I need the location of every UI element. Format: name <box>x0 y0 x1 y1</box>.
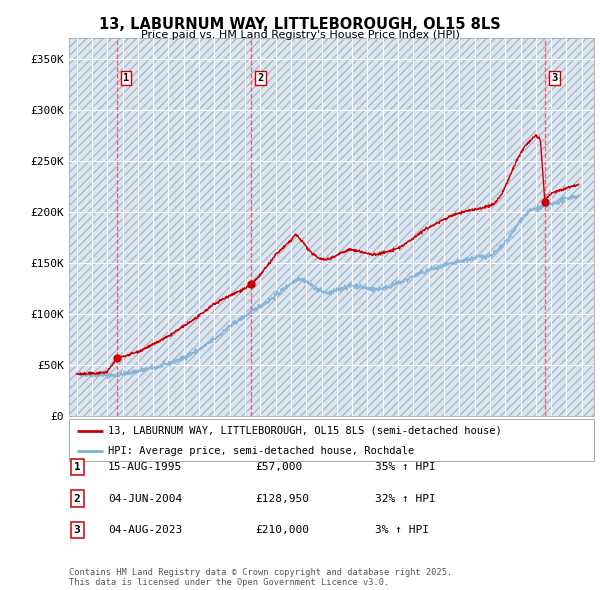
Text: 2: 2 <box>74 494 80 503</box>
Text: Price paid vs. HM Land Registry's House Price Index (HPI): Price paid vs. HM Land Registry's House … <box>140 30 460 40</box>
Text: 13, LABURNUM WAY, LITTLEBOROUGH, OL15 8LS (semi-detached house): 13, LABURNUM WAY, LITTLEBOROUGH, OL15 8L… <box>109 426 502 436</box>
Text: 35% ↑ HPI: 35% ↑ HPI <box>375 463 436 472</box>
Text: 13, LABURNUM WAY, LITTLEBOROUGH, OL15 8LS: 13, LABURNUM WAY, LITTLEBOROUGH, OL15 8L… <box>99 17 501 31</box>
Text: £210,000: £210,000 <box>255 525 309 535</box>
Text: 1: 1 <box>123 73 129 83</box>
Text: £128,950: £128,950 <box>255 494 309 503</box>
Text: 3% ↑ HPI: 3% ↑ HPI <box>375 525 429 535</box>
Text: HPI: Average price, semi-detached house, Rochdale: HPI: Average price, semi-detached house,… <box>109 446 415 456</box>
Text: 32% ↑ HPI: 32% ↑ HPI <box>375 494 436 503</box>
Text: 04-JUN-2004: 04-JUN-2004 <box>108 494 182 503</box>
Text: 1: 1 <box>74 463 80 472</box>
Text: 15-AUG-1995: 15-AUG-1995 <box>108 463 182 472</box>
Text: 2: 2 <box>257 73 264 83</box>
Text: 04-AUG-2023: 04-AUG-2023 <box>108 525 182 535</box>
Text: £57,000: £57,000 <box>255 463 302 472</box>
Text: 3: 3 <box>74 525 80 535</box>
Text: 3: 3 <box>551 73 557 83</box>
Text: Contains HM Land Registry data © Crown copyright and database right 2025.
This d: Contains HM Land Registry data © Crown c… <box>69 568 452 587</box>
